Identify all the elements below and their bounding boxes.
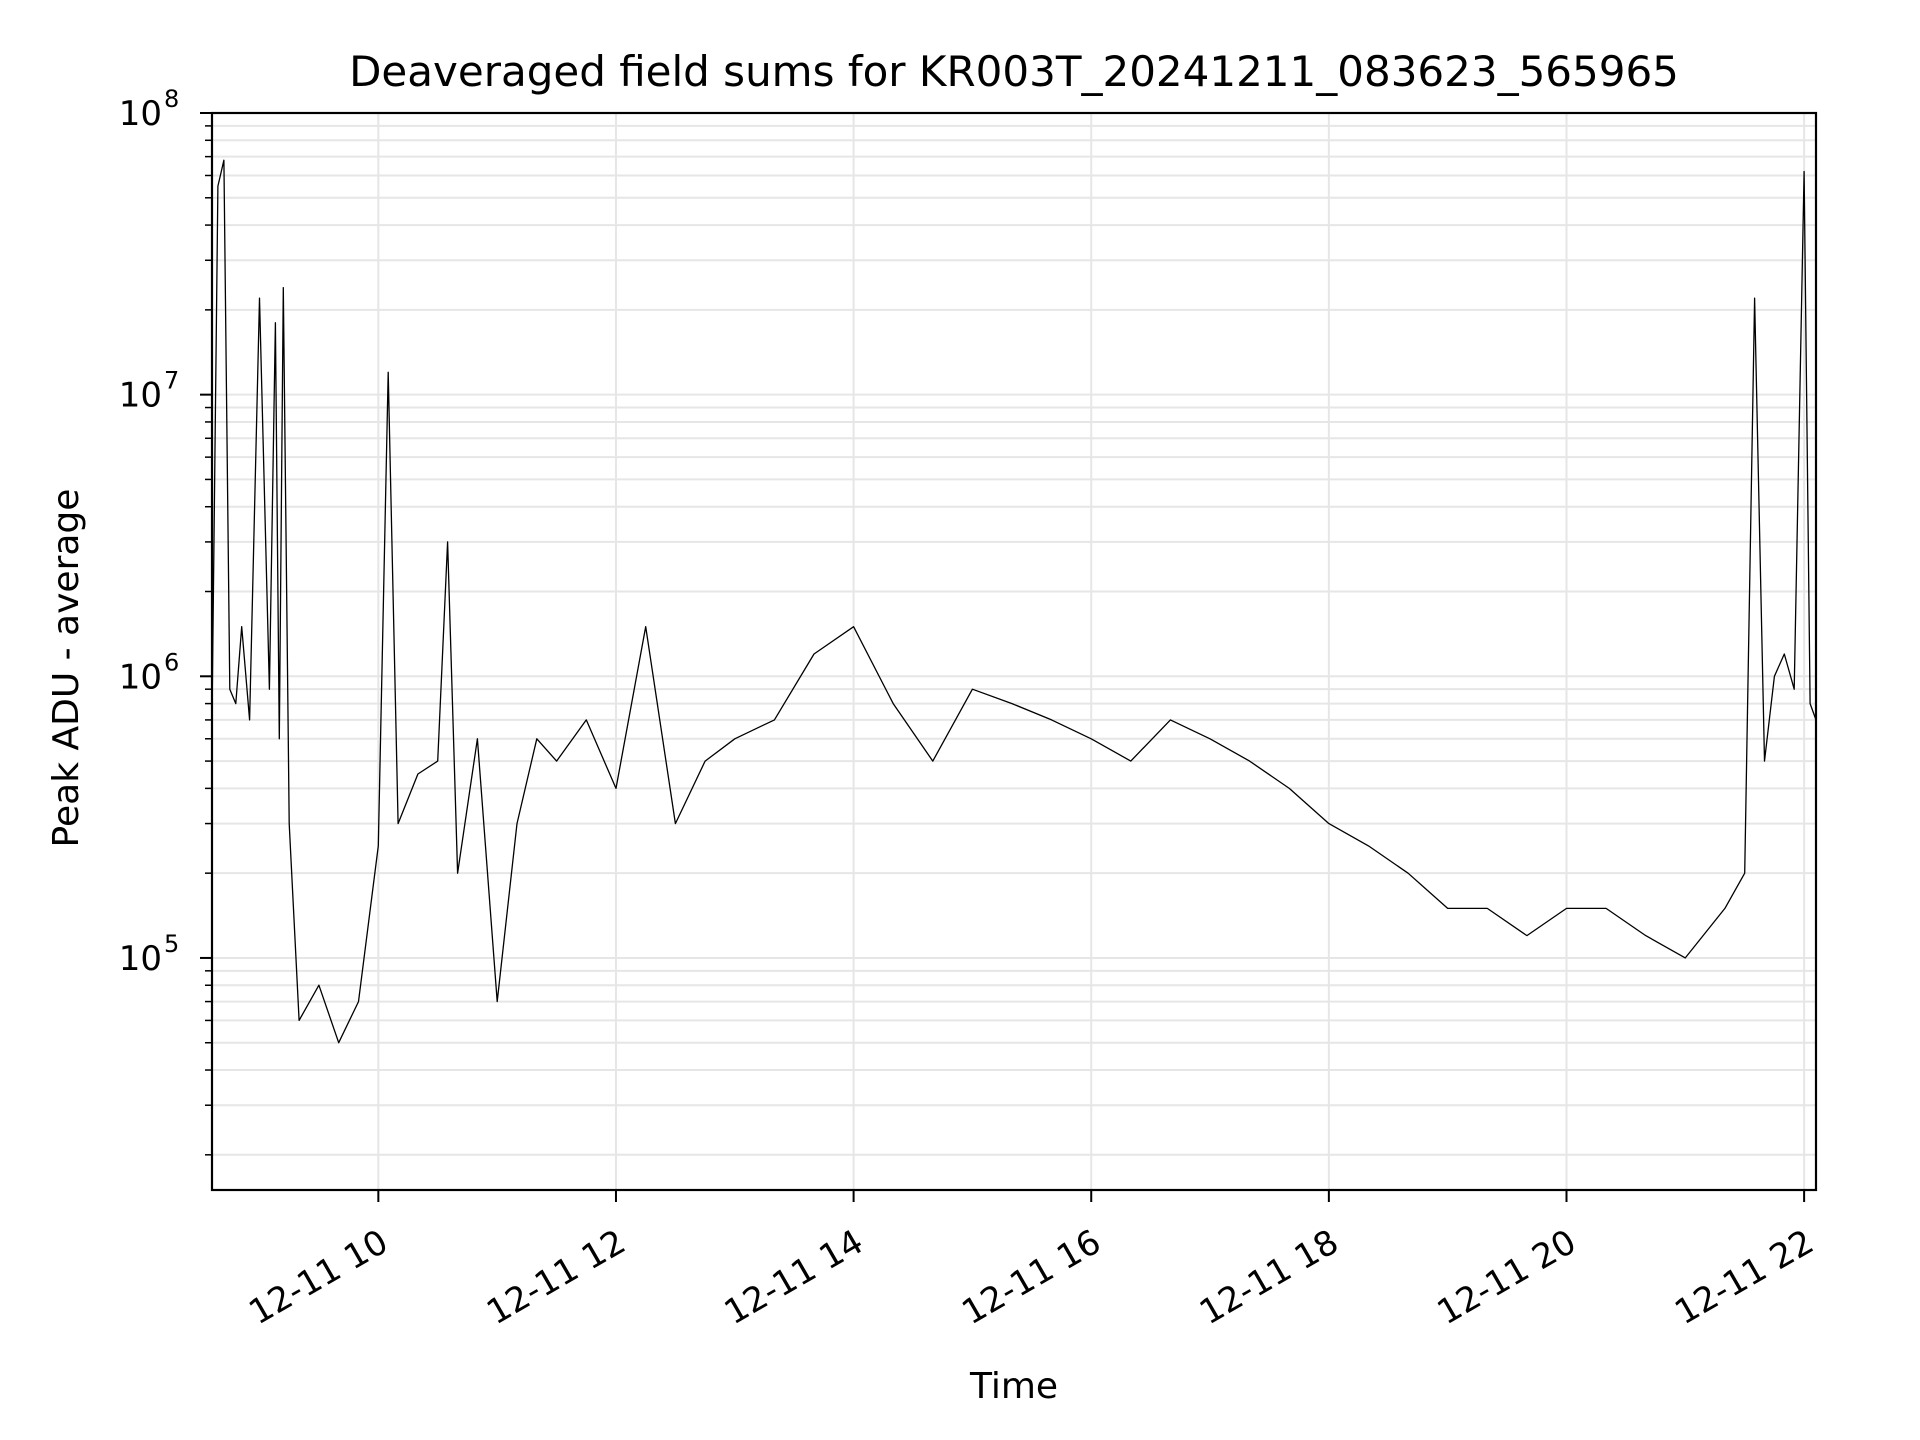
y-tick-exponent: 6 <box>164 648 179 676</box>
x-tick-label: 12-11 22 <box>1668 1222 1820 1333</box>
y-tick-label: 10 <box>119 939 162 979</box>
grid <box>212 113 1816 1190</box>
plot-frame <box>210 111 1818 1192</box>
x-tick-label: 12-11 16 <box>955 1222 1107 1333</box>
y-tick-exponent: 5 <box>164 930 179 958</box>
x-axis-label: Time <box>969 1366 1058 1407</box>
y-tick-exponent: 8 <box>164 85 179 113</box>
y-tick-label: 10 <box>119 376 162 416</box>
y-axis-label: Peak ADU - average <box>46 489 87 848</box>
x-tick-label: 12-11 14 <box>718 1222 870 1333</box>
y-tick-exponent: 7 <box>164 367 179 395</box>
x-axis: 12-11 10 12-11 12 12-11 14 12-11 16 12-11 18… <box>242 1190 1821 1333</box>
x-tick-label: 12-11 10 <box>242 1222 394 1333</box>
x-tick-label: 12-11 12 <box>480 1222 632 1333</box>
y-tick-label: 10 <box>119 94 162 134</box>
x-tick-label: 12-11 18 <box>1193 1222 1345 1333</box>
y-tick-label: 10 <box>119 657 162 697</box>
chart-title: Deaveraged field sums for KR003T_2024121… <box>349 47 1679 96</box>
series-line <box>211 159 1817 1044</box>
x-tick-label: 12-11 20 <box>1431 1222 1583 1333</box>
